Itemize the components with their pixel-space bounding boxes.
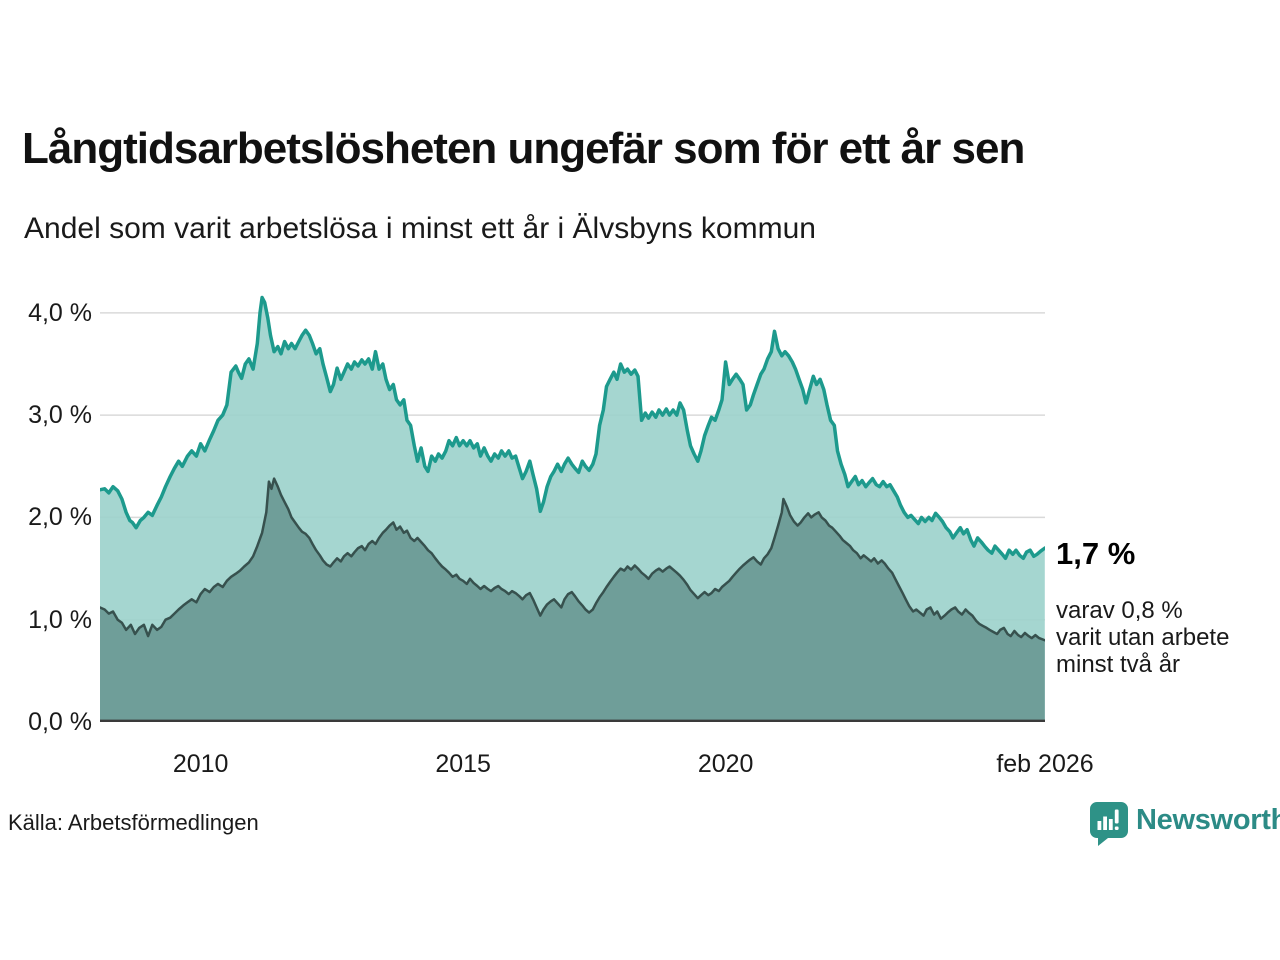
annotation-latest-value: 1,7 % (1056, 536, 1136, 571)
x-tick-label: feb 2026 (996, 750, 1094, 778)
y-tick-label: 0,0 % (28, 708, 92, 736)
y-tick-label: 3,0 % (28, 401, 92, 430)
y-tick-label: 2,0 % (28, 503, 92, 532)
speech-bubble-bar-chart-icon (1090, 802, 1128, 846)
x-tick-label: 2015 (435, 750, 491, 778)
source-note: Källa: Arbetsförmedlingen (8, 810, 259, 835)
newsworthy-logo: Newsworthy (1090, 802, 1280, 846)
chart-title: Långtidsarbetslösheten ungefär som för e… (22, 124, 1025, 173)
y-tick-label: 1,0 % (28, 605, 92, 634)
chart-plot-area (98, 288, 1047, 722)
chart-subtitle: Andel som varit arbetslösa i minst ett å… (24, 212, 816, 245)
x-tick-label: 2020 (697, 750, 754, 778)
y-tick-label: 4,0 % (28, 298, 92, 327)
series-area-minst-tva-ar (99, 478, 1045, 722)
series-line-minst-ett-ar (98, 295, 1047, 561)
annotation-breakdown: varav 0,8 % varit utan arbete minst två … (1056, 597, 1230, 678)
x-tick-label: 2010 (172, 750, 229, 778)
logo-wordmark: Newsworthy (1136, 804, 1280, 836)
area-chart-svg (98, 295, 1047, 722)
series-line-minst-tva-ar (98, 477, 1047, 642)
